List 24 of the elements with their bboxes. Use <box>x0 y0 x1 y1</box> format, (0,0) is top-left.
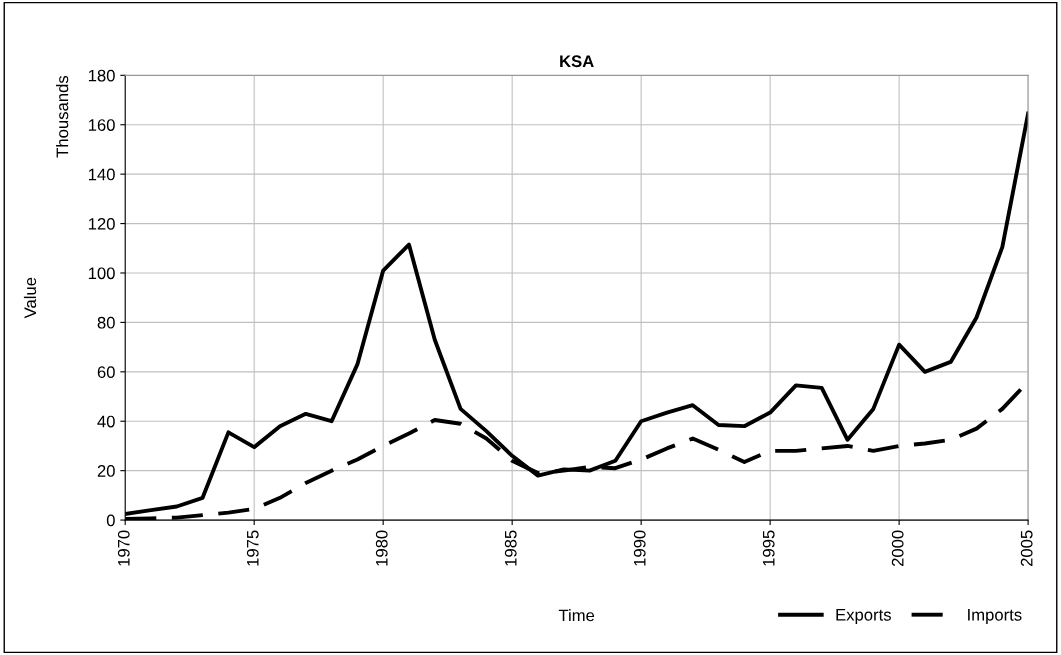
legend-label: Exports <box>836 609 891 624</box>
y-tick-label: 0 <box>106 514 115 527</box>
x-axis-title: Time <box>558 609 595 622</box>
x-tick-label: 1975 <box>246 530 259 566</box>
y-tick-label: 20 <box>97 465 115 477</box>
y-tick-label: 160 <box>88 119 115 131</box>
y-axis-title: Value <box>23 277 37 319</box>
legend-label: Imports <box>968 609 1022 624</box>
x-tick-label: 1985 <box>504 530 517 566</box>
x-tick-label: 1990 <box>633 530 646 566</box>
y-tick-label: 100 <box>88 267 115 280</box>
x-tick-label: 1980 <box>375 530 388 566</box>
y-tick-label: 180 <box>88 69 115 82</box>
x-tick-label: 1995 <box>762 530 775 566</box>
chart-title: KSA <box>560 55 594 68</box>
y-tick-label: 80 <box>97 316 115 329</box>
y-tick-label: 40 <box>97 415 115 428</box>
y-tick-label: 140 <box>88 168 115 181</box>
y-tick-label: 120 <box>88 217 115 230</box>
x-tick-label: 2005 <box>1020 530 1033 567</box>
text: Thousands <box>56 75 69 158</box>
x-tick-label: 2000 <box>891 530 904 567</box>
y-tick-label: 60 <box>97 366 115 379</box>
x-tick-label: 1970 <box>117 530 130 566</box>
